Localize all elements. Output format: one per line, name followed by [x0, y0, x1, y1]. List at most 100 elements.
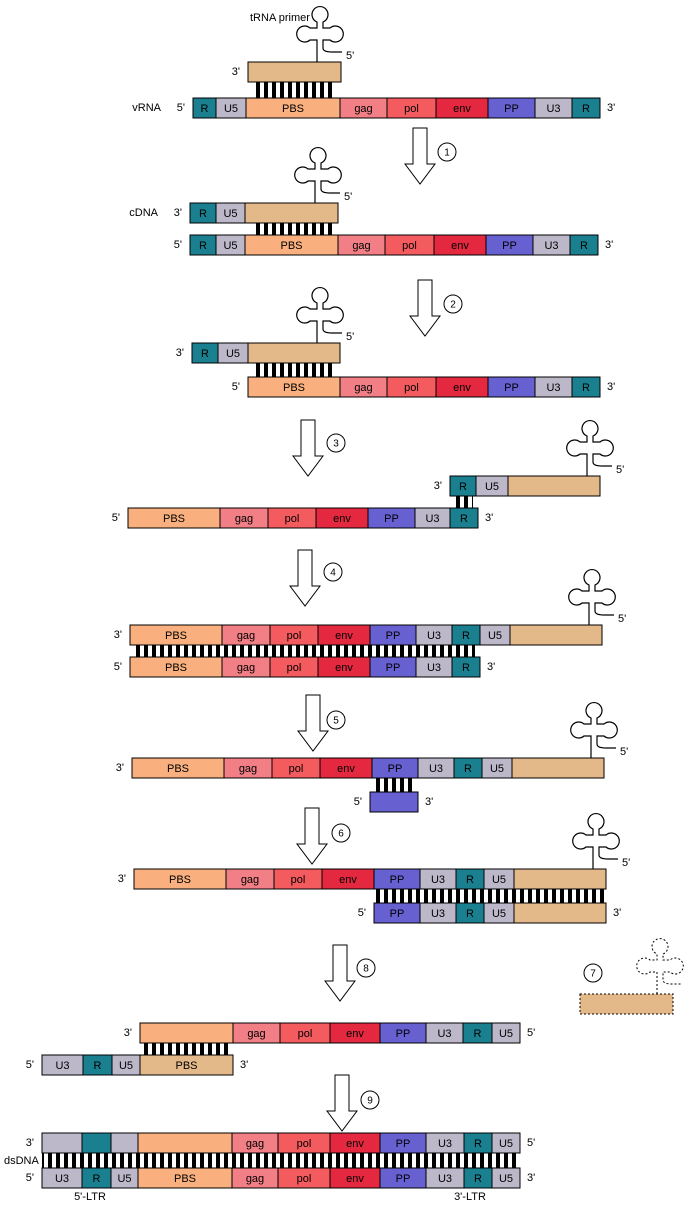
segment-label: R [474, 1138, 482, 1150]
segment-label: gag [241, 874, 259, 886]
segment-label: R [582, 103, 590, 115]
segment-label: U3 [55, 1173, 69, 1185]
segment-label: pol [289, 763, 304, 775]
step-circle [326, 433, 346, 453]
step-circle [437, 142, 457, 162]
segment-label: U3 [55, 1060, 69, 1072]
segment-label: env [451, 240, 469, 252]
segment-label: U3 [546, 103, 560, 115]
strand-name: cDNA [129, 207, 158, 219]
ltr-label: 3'-LTR [454, 1191, 486, 1202]
base-pairing [455, 495, 473, 508]
segment-label: U5 [490, 763, 504, 775]
segment-label: env [346, 1173, 364, 1185]
segment-label: PP [386, 630, 401, 642]
step-arrow [404, 127, 436, 185]
segment-label: U5 [492, 908, 506, 920]
strand-end: 5' [527, 1027, 535, 1039]
segment-label: PP [390, 874, 405, 886]
segment-label: R [464, 763, 472, 775]
segment-label: env [453, 382, 471, 394]
segment-label: R [474, 1028, 482, 1040]
segment-label: PP [396, 1138, 411, 1150]
segment-label: pol [297, 1138, 312, 1150]
step-arrow [297, 694, 329, 752]
segment-label: env [335, 662, 353, 674]
segment-label: R [459, 481, 467, 493]
segment-label: U3 [427, 662, 441, 674]
segment-label: R [582, 382, 590, 394]
segment-label: R [460, 513, 468, 525]
base-pairing [143, 1043, 230, 1055]
strand-end: 5' [26, 1172, 34, 1184]
trna-loop [296, 6, 344, 62]
segment-label: PP [384, 513, 399, 525]
segment [369, 791, 419, 813]
base-pairing [252, 82, 335, 98]
segment-label: R [466, 908, 474, 920]
segment-label: PBS [174, 1173, 196, 1185]
strand-end: 5' [114, 661, 122, 673]
segment-label: U5 [226, 348, 240, 360]
segment-label: gag [237, 630, 255, 642]
segment-label: R [199, 208, 207, 220]
step-number: 5 [333, 716, 339, 727]
trna-end: 5' [344, 191, 352, 203]
strand-end: 3' [232, 66, 240, 78]
segment-label: R [466, 874, 474, 886]
segment [247, 342, 341, 364]
segment-label: PBS [282, 103, 304, 115]
segment-label: pol [287, 630, 302, 642]
strand-end: 3' [116, 762, 124, 774]
segment-label: PBS [167, 763, 189, 775]
segment-label: gag [354, 382, 372, 394]
step-circle [443, 294, 463, 314]
trna-end: 5' [346, 331, 354, 343]
segment [139, 1054, 234, 1076]
step-circle [356, 958, 376, 978]
segment-label: U5 [223, 240, 237, 252]
segment-label: R [199, 240, 207, 252]
trna-end: 5' [346, 50, 354, 62]
step-number: 4 [330, 568, 336, 579]
step-circle [323, 562, 343, 582]
strand-end: 3' [613, 907, 621, 919]
segment-label: U5 [499, 1028, 513, 1040]
segment-label: PP [390, 908, 405, 920]
segment [247, 61, 342, 83]
segment-label: gag [354, 103, 372, 115]
strand-end: 3' [527, 1172, 535, 1184]
segment-label: R [462, 630, 470, 642]
ltr-label: 5'-LTR [74, 1191, 106, 1202]
segment-label: U3 [431, 908, 445, 920]
segment-label: U5 [499, 1173, 513, 1185]
strand-end: 5' [358, 907, 366, 919]
step-number: 9 [367, 1096, 373, 1107]
trna-loop [566, 420, 614, 476]
segment-label: U5 [488, 630, 502, 642]
strand-end: 3' [240, 1059, 248, 1071]
segment-label: pol [291, 874, 306, 886]
strand-end: 3' [605, 239, 613, 251]
segment [571, 97, 601, 119]
strand-end: 5' [174, 239, 182, 251]
segment-label: U5 [485, 481, 499, 493]
strand-end: 3' [26, 1137, 34, 1149]
segment-label: U5 [117, 1173, 131, 1185]
step-number: 7 [590, 969, 596, 980]
trna-end: 5' [620, 746, 628, 758]
step-number: 8 [363, 964, 369, 975]
segment-label: U5 [492, 874, 506, 886]
panel-name: dsDNA [4, 1155, 40, 1167]
step-number: 6 [338, 829, 344, 840]
segment [139, 1022, 234, 1044]
released-primer [579, 993, 674, 1015]
segment-label: gag [237, 662, 255, 674]
segment-label: U3 [438, 1138, 452, 1150]
strand-end: 3' [607, 102, 615, 114]
segment-label: U3 [429, 763, 443, 775]
strand-end: 5' [527, 1137, 535, 1149]
segment [569, 234, 599, 256]
primer-name: tRNA primer [250, 12, 310, 24]
strand-end: 3' [485, 512, 493, 524]
